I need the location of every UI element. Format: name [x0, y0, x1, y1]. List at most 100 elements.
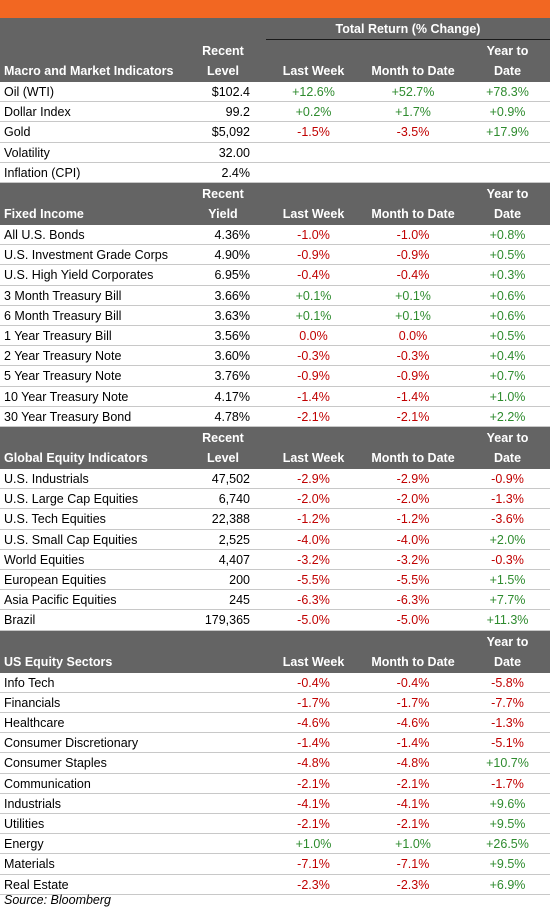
year-to-date-change: +0.6%: [489, 308, 526, 323]
level-header-line1: Recent: [202, 431, 244, 445]
last-week-change: -2.9%: [297, 472, 330, 486]
year-to-date-change: +7.7%: [489, 593, 526, 608]
last-week-header: Last Week: [282, 207, 345, 221]
month-to-date-change: -4.1%: [396, 796, 430, 811]
recent-value: 6,740: [218, 492, 250, 507]
table-row: 1 Year Treasury Bill 3.56% 0.0% 0.0% +0.5%: [0, 326, 550, 347]
row-label: U.S. Investment Grade Corps: [4, 248, 168, 263]
table-row: Inflation (CPI) 2.4%: [0, 163, 550, 183]
year-to-date-header-line2: Date: [493, 451, 522, 465]
row-label: European Equities: [4, 573, 107, 587]
last-week-change: -1.4%: [297, 389, 330, 404]
table-row: U.S. Industrials 47,502 -2.9% -2.9% -0.9%: [0, 469, 550, 490]
last-week-change: -0.4%: [297, 268, 330, 283]
row-label: 30 Year Treasury Bond: [4, 409, 132, 424]
last-week-change: -3.2%: [297, 552, 330, 567]
month-to-date-change: -2.1%: [396, 817, 430, 831]
row-label: 10 Year Treasury Note: [4, 389, 129, 404]
year-to-date-change: +0.8%: [489, 228, 526, 242]
last-week-change: -4.6%: [297, 716, 330, 730]
row-label: U.S. Small Cap Equities: [4, 532, 138, 547]
recent-value: 3.60%: [214, 349, 250, 364]
year-to-date-change: -1.3%: [491, 716, 524, 730]
table-row: Communication -2.1% -2.1% -1.7%: [0, 774, 550, 794]
last-week-change: +0.1%: [295, 308, 332, 323]
year-to-date-change: -3.6%: [491, 512, 524, 527]
year-to-date-header-line1: Year to: [486, 187, 529, 201]
last-week-change: +1.0%: [295, 837, 332, 852]
recent-value: 99.2: [225, 105, 250, 120]
year-to-date-change: +11.3%: [486, 613, 529, 628]
table-row: Consumer Discretionary -1.4% -1.4% -5.1%: [0, 733, 550, 754]
month-to-date-header: Month to Date: [371, 207, 455, 221]
year-to-date-change: +0.4%: [489, 349, 526, 364]
section-title: US Equity Sectors: [4, 654, 113, 669]
section-header: Global Equity Indicators Recent Level Last …: [0, 427, 550, 469]
year-to-date-change: +0.6%: [489, 288, 526, 303]
level-header-line1: Recent: [202, 187, 244, 201]
row-label: Materials: [4, 857, 55, 872]
row-label: Inflation (CPI): [4, 165, 81, 180]
year-to-date-header-line1: Year to: [486, 44, 529, 58]
total-return-header: Total Return (% Change): [335, 22, 481, 36]
table-row: Utilities -2.1% -2.1% +9.5%: [0, 814, 550, 835]
last-week-change: -0.9%: [297, 248, 330, 263]
row-label: Industrials: [4, 796, 61, 811]
year-to-date-change: +0.9%: [489, 105, 526, 120]
table-row: 3 Month Treasury Bill 3.66% +0.1% +0.1% +0.6…: [0, 286, 550, 306]
level-header-line1: Recent: [202, 44, 244, 58]
last-week-change: -1.5%: [297, 125, 330, 140]
last-week-change: -1.4%: [297, 736, 330, 751]
last-week-change: -1.2%: [297, 512, 330, 527]
month-to-date-change: -0.4%: [396, 675, 430, 690]
table-row: European Equities 200 -5.5% -5.5% +1.5%: [0, 570, 550, 591]
month-to-date-change: +0.1%: [395, 288, 431, 303]
year-to-date-change: -5.1%: [491, 736, 524, 751]
year-to-date-change: +2.2%: [489, 409, 526, 424]
row-label: 3 Month Treasury Bill: [4, 288, 122, 303]
row-label: 5 Year Treasury Note: [4, 369, 122, 384]
table-row: 30 Year Treasury Bond 4.78% -2.1% -2.1% +2.2…: [0, 407, 550, 427]
recent-value: 179,365: [204, 613, 250, 628]
month-to-date-change: -6.3%: [396, 593, 430, 608]
row-label: Real Estate: [4, 877, 69, 892]
table-row: U.S. Small Cap Equities 2,525 -4.0% -4.0% +2…: [0, 530, 550, 550]
row-label: Brazil: [4, 613, 36, 628]
recent-value: 4.78%: [214, 409, 250, 424]
month-to-date-change: 0.0%: [398, 329, 428, 343]
year-to-date-change: +9.5%: [489, 817, 526, 831]
level-header-line2: Level: [207, 451, 239, 465]
month-to-date-change: -2.1%: [396, 409, 430, 424]
last-week-header: Last Week: [282, 451, 345, 465]
month-to-date-change: +52.7%: [391, 85, 435, 99]
last-week-change: -2.1%: [297, 776, 330, 791]
row-label: 2 Year Treasury Note: [4, 349, 122, 364]
month-to-date-change: -0.9%: [396, 369, 430, 384]
year-to-date-change: -5.8%: [491, 675, 524, 690]
last-week-change: -4.0%: [297, 532, 330, 547]
month-to-date-change: -1.0%: [396, 228, 430, 242]
table-row: U.S. High Yield Corporates 6.95% -0.4% -0.4…: [0, 265, 550, 286]
table-row: Healthcare -4.6% -4.6% -1.3%: [0, 713, 550, 734]
last-week-change: -1.0%: [297, 228, 330, 242]
year-to-date-change: +6.9%: [489, 877, 526, 892]
year-to-date-change: +2.0%: [489, 532, 526, 547]
last-week-change: -6.3%: [297, 593, 330, 608]
year-to-date-change: +0.7%: [489, 369, 526, 384]
recent-value: 4.17%: [214, 389, 250, 404]
table-row: U.S. Investment Grade Corps 4.90% -0.9% -0.…: [0, 245, 550, 266]
last-week-header: Last Week: [282, 64, 345, 78]
year-to-date-header-line1: Year to: [486, 431, 529, 445]
year-to-date-change: +0.5%: [489, 248, 526, 263]
recent-value: 4,407: [218, 552, 250, 567]
month-to-date-change: -5.5%: [396, 573, 430, 587]
year-to-date-change: -1.7%: [491, 776, 524, 791]
row-label: Financials: [4, 695, 61, 710]
last-week-change: -0.4%: [297, 675, 330, 690]
row-label: Utilities: [4, 817, 45, 831]
last-week-change: -2.0%: [297, 492, 330, 507]
month-to-date-change: -3.2%: [396, 552, 430, 567]
year-to-date-change: +1.0%: [489, 389, 526, 404]
row-label: World Equities: [4, 552, 85, 567]
recent-value: 3.66%: [214, 288, 250, 303]
